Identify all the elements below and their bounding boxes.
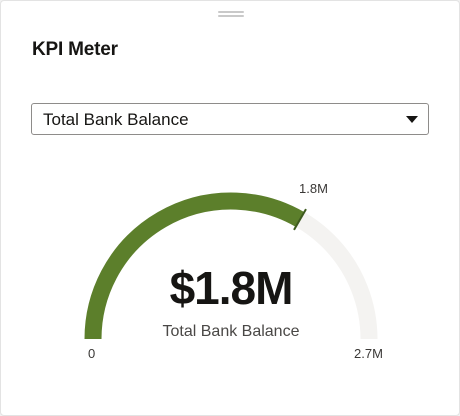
gauge-min-label: 0 — [88, 346, 96, 361]
gauge-value-label: $1.8M — [169, 262, 294, 314]
card-title: KPI Meter — [32, 39, 118, 60]
gauge-metric-label: Total Bank Balance — [162, 323, 300, 340]
gauge-reference-label: 1.8M — [299, 181, 328, 196]
gauge-max-label: 2.7M — [354, 346, 383, 361]
gauge-fill — [84, 192, 305, 340]
kpi-selector-value: Total Bank Balance — [43, 110, 189, 129]
kpi-selector-dropdown[interactable]: Total Bank Balance — [31, 103, 429, 135]
gauge-reference-marker — [293, 208, 307, 231]
chevron-down-icon — [406, 116, 418, 123]
drag-handle-icon[interactable] — [218, 10, 244, 18]
